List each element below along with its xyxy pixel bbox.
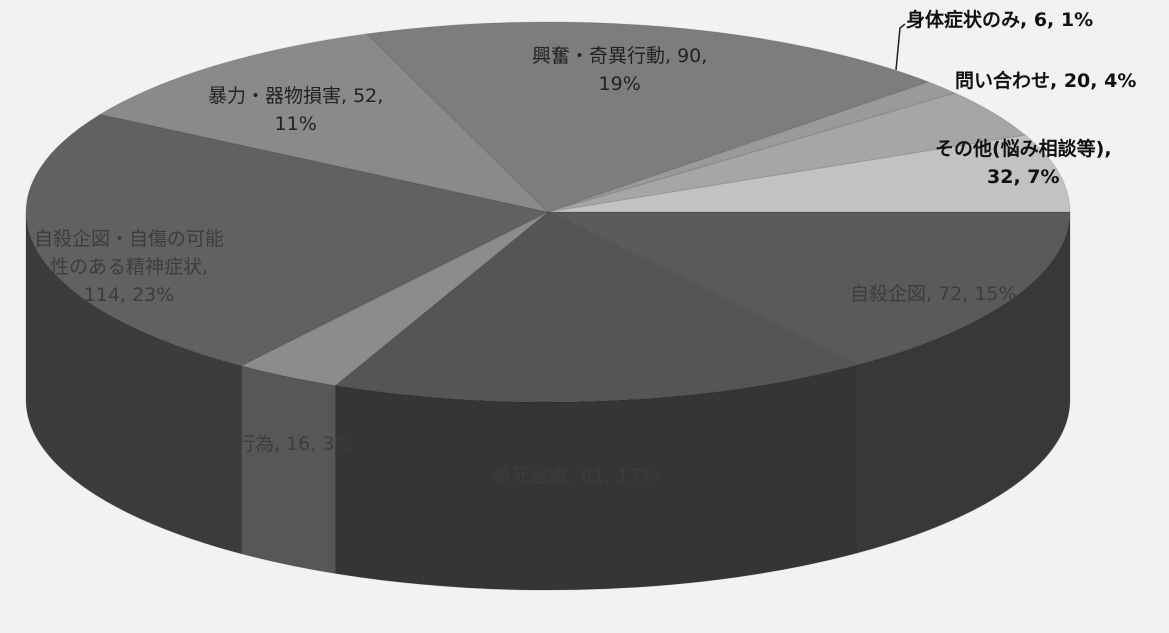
label-sonota-line2: 32, 7% [987, 166, 1060, 188]
label-seishin-shojo-line3: 114, 23% [83, 284, 175, 306]
label-boryoku-line2: 11% [274, 113, 317, 135]
label-sonota: その他(悩み相談等), 32, 7% [935, 135, 1112, 191]
slice-7-top [547, 92, 1027, 213]
label-seishin-shojo-line1: 自殺企図・自傷の可能 [34, 228, 225, 250]
slice-6-top [547, 81, 957, 213]
label-seishin-shojo: 自殺企図・自傷の可能 性のある精神症状, 114, 23% [34, 225, 224, 309]
slice-5-top [365, 21, 930, 213]
label-kofun: 興奮・奇異行動, 90, 19% [532, 42, 707, 98]
slice-1-top [334, 211, 859, 403]
label-jisho-koi: 自傷行為, 16, 3% [198, 433, 353, 455]
label-kishi-nenryo: 希死念慮, 81, 17% [492, 465, 659, 487]
slice-2-side [240, 365, 336, 575]
slice-0-top [547, 211, 1071, 366]
label-jisatsu-kito: 自殺企図, 72, 15% [850, 283, 1017, 305]
slice-2-top [240, 211, 549, 387]
slice-4-top [98, 33, 550, 213]
label-toiawase: 問い合わせ, 20, 4% [955, 70, 1137, 92]
label-seishin-shojo-line2: 性のある精神症状, [49, 256, 209, 278]
label-boryoku-line1: 暴力・器物損害, 52, [208, 85, 384, 107]
slice-8-top [547, 134, 1071, 213]
label-kofun-line1: 興奮・奇異行動, 90, [532, 45, 708, 67]
label-boryoku: 暴力・器物損害, 52, 11% [208, 82, 383, 138]
slice-3-top [25, 113, 550, 367]
label-kofun-line2: 19% [598, 73, 641, 95]
label-sonota-line1: その他(悩み相談等), [935, 138, 1112, 160]
leader-line-shintai-shojo [895, 23, 906, 71]
label-shintai-shojo: 身体症状のみ, 6, 1% [906, 9, 1094, 31]
